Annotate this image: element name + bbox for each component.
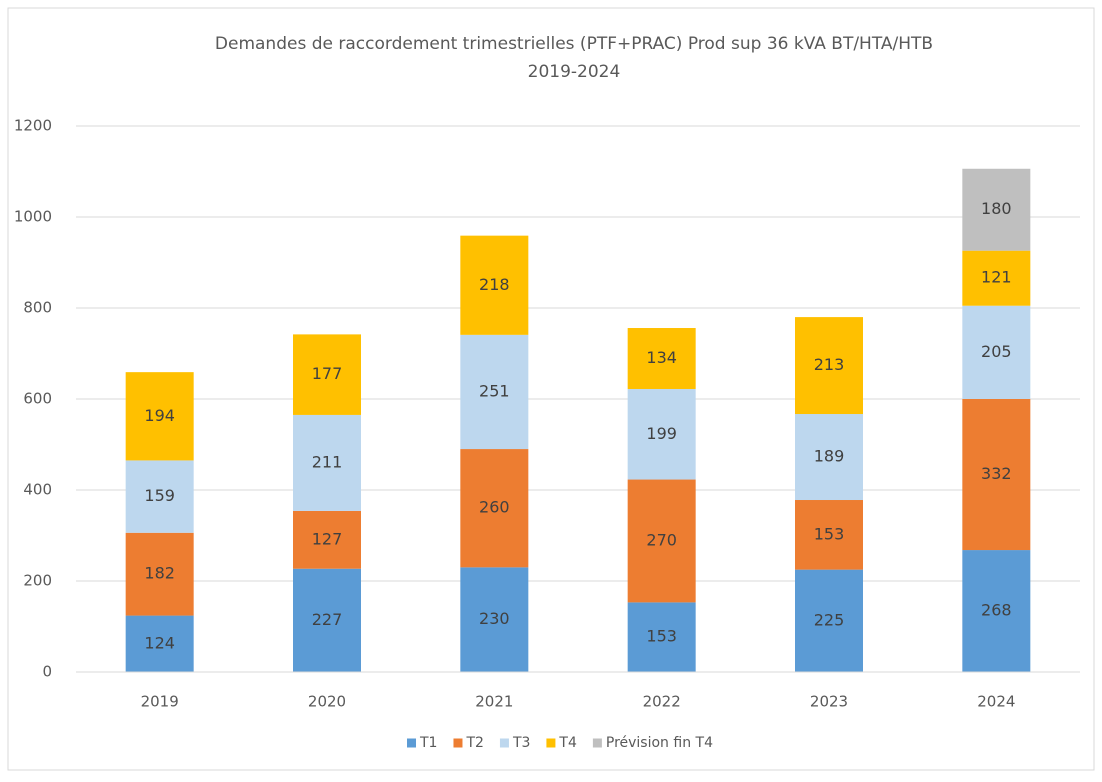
data-label: 270: [646, 530, 677, 549]
x-tick-label: 2020: [308, 693, 346, 711]
bar-segment: [460, 567, 529, 672]
legend-swatch: [407, 738, 417, 748]
legend-item: Prévision fin T4: [592, 735, 713, 751]
bar-segment: [627, 388, 696, 480]
data-label: 230: [479, 609, 510, 628]
data-label: 159: [144, 486, 175, 505]
data-label: 121: [981, 268, 1012, 287]
bar-segment: [293, 334, 361, 415]
legend-item: T3: [499, 735, 530, 751]
y-tick-label: 0: [42, 663, 52, 681]
y-tick-label: 1200: [14, 117, 52, 135]
data-label: 127: [312, 529, 343, 548]
bar-segment: [293, 568, 361, 672]
x-tick-label: 2019: [141, 693, 179, 711]
data-label: 213: [814, 355, 845, 374]
x-tick-label: 2022: [643, 693, 681, 711]
data-label: 260: [479, 498, 510, 517]
legend-item: T4: [546, 735, 577, 751]
bar-segment: [795, 500, 863, 570]
data-label: 225: [814, 610, 845, 629]
data-label: 153: [814, 524, 845, 543]
data-label: 268: [981, 601, 1012, 620]
x-tick-label: 2021: [475, 693, 513, 711]
legend-item: T2: [453, 735, 484, 751]
x-tick-label: 2023: [810, 693, 848, 711]
bar-segment: [460, 334, 529, 450]
data-label: 205: [981, 342, 1012, 361]
bar-segment: [125, 615, 194, 672]
y-tick-label: 400: [23, 481, 52, 499]
chart-title: Demandes de raccordement trimestrielles …: [215, 34, 933, 54]
bar-segment: [460, 449, 529, 568]
data-label: 218: [479, 275, 510, 294]
bar-segment: [460, 235, 529, 335]
bar-segment: [962, 399, 1031, 551]
data-label: 182: [144, 564, 175, 583]
legend-swatch: [453, 738, 463, 748]
legend-label: T2: [465, 735, 483, 751]
data-label: 189: [814, 447, 845, 466]
data-label: 332: [981, 464, 1012, 483]
x-tick-label: 2024: [977, 693, 1015, 711]
data-label: 153: [646, 627, 677, 646]
data-label: 227: [312, 610, 343, 629]
data-label: 124: [144, 633, 175, 652]
data-label: 194: [144, 406, 175, 425]
y-tick-label: 600: [23, 390, 52, 408]
data-label: 177: [312, 364, 343, 383]
legend-label: T3: [512, 735, 530, 751]
legend-label: T1: [419, 735, 437, 751]
data-label: 251: [479, 381, 510, 400]
legend-swatch: [592, 738, 602, 748]
bar-segment: [125, 532, 194, 616]
bar-segment: [125, 372, 194, 461]
bar-segment: [962, 305, 1031, 399]
y-tick-label: 200: [23, 572, 52, 590]
data-label: 180: [981, 199, 1012, 218]
bar-segment: [962, 168, 1031, 251]
legend-swatch: [499, 738, 509, 748]
bar-segment: [795, 317, 863, 415]
bar-segment: [125, 460, 194, 533]
data-label: 134: [646, 348, 677, 367]
bar-segment: [962, 550, 1031, 672]
chart-subtitle: 2019-2024: [528, 62, 621, 82]
bar-segment: [293, 414, 361, 511]
bar-segment: [293, 510, 361, 569]
data-label: 211: [312, 452, 343, 471]
bar-segment: [795, 414, 863, 501]
data-label: 199: [646, 424, 677, 443]
bar-segment: [627, 602, 696, 672]
bar-segment: [627, 328, 696, 389]
bar-segment: [627, 479, 696, 603]
legend-swatch: [546, 738, 556, 748]
legend-item: T1: [407, 735, 437, 751]
bar-segment: [962, 250, 1031, 306]
legend-label: T4: [558, 735, 577, 751]
bar-segment: [795, 569, 863, 672]
y-tick-label: 800: [23, 299, 52, 317]
y-tick-label: 1000: [14, 208, 52, 226]
legend-label: Prévision fin T4: [606, 735, 713, 751]
